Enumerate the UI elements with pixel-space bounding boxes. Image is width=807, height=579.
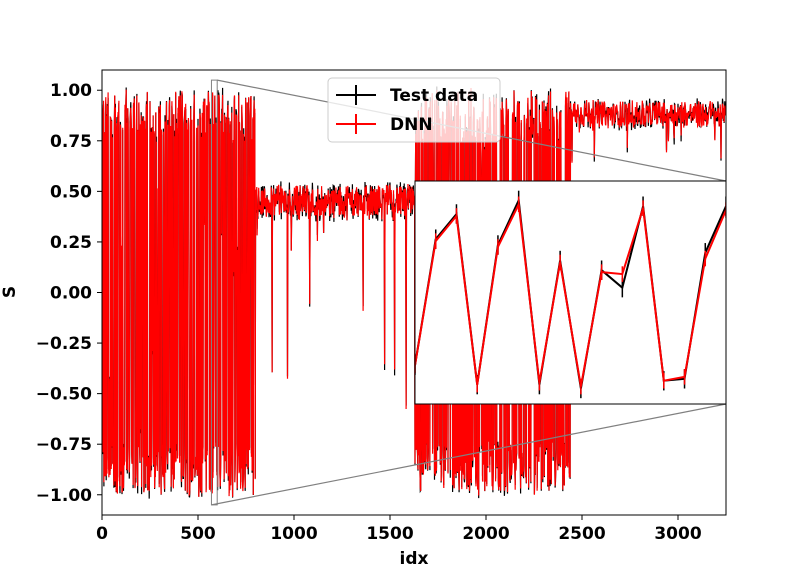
series-line-dnn <box>102 87 726 497</box>
inset-background <box>415 181 726 404</box>
y-tick-label: 0.00 <box>50 284 92 304</box>
y-tick-label: −0.50 <box>36 385 92 405</box>
y-tick-label: 0.50 <box>50 182 92 202</box>
x-tick-label: 0 <box>96 524 108 544</box>
x-axis: 0 500 1000 1500 2000 2500 3000 <box>96 515 702 544</box>
legend-label-test-data: Test data <box>390 86 478 106</box>
y-tick-label: −0.25 <box>36 334 92 354</box>
x-tick-label: 2000 <box>462 524 509 544</box>
x-tick-label: 1500 <box>366 524 413 544</box>
y-tick-label: 1.00 <box>50 81 92 101</box>
zoom-connector-bottom <box>211 403 727 506</box>
y-tick-label: −1.00 <box>36 486 92 506</box>
y-tick-label: −0.75 <box>36 435 92 455</box>
y-tick-label: 0.25 <box>50 233 92 253</box>
y-axis-label: S <box>0 286 20 298</box>
legend-label-dnn: DNN <box>390 115 433 135</box>
legend: Test data DNN <box>327 77 501 143</box>
x-tick-label: 500 <box>180 524 216 544</box>
main-plot <box>102 86 726 499</box>
inset-plot <box>414 180 727 405</box>
inset-lines <box>415 190 726 399</box>
inset-line-dnn <box>415 200 726 387</box>
y-axis: 1.00 0.75 0.50 0.25 0.00 −0.25 −0.50 −0.75 −1.00 <box>36 81 102 506</box>
y-tick-label: 0.75 <box>50 132 92 152</box>
x-axis-label: idx <box>400 549 429 569</box>
x-tick-label: 3000 <box>654 524 701 544</box>
x-tick-label: 2500 <box>558 524 605 544</box>
x-tick-label: 1000 <box>270 524 317 544</box>
